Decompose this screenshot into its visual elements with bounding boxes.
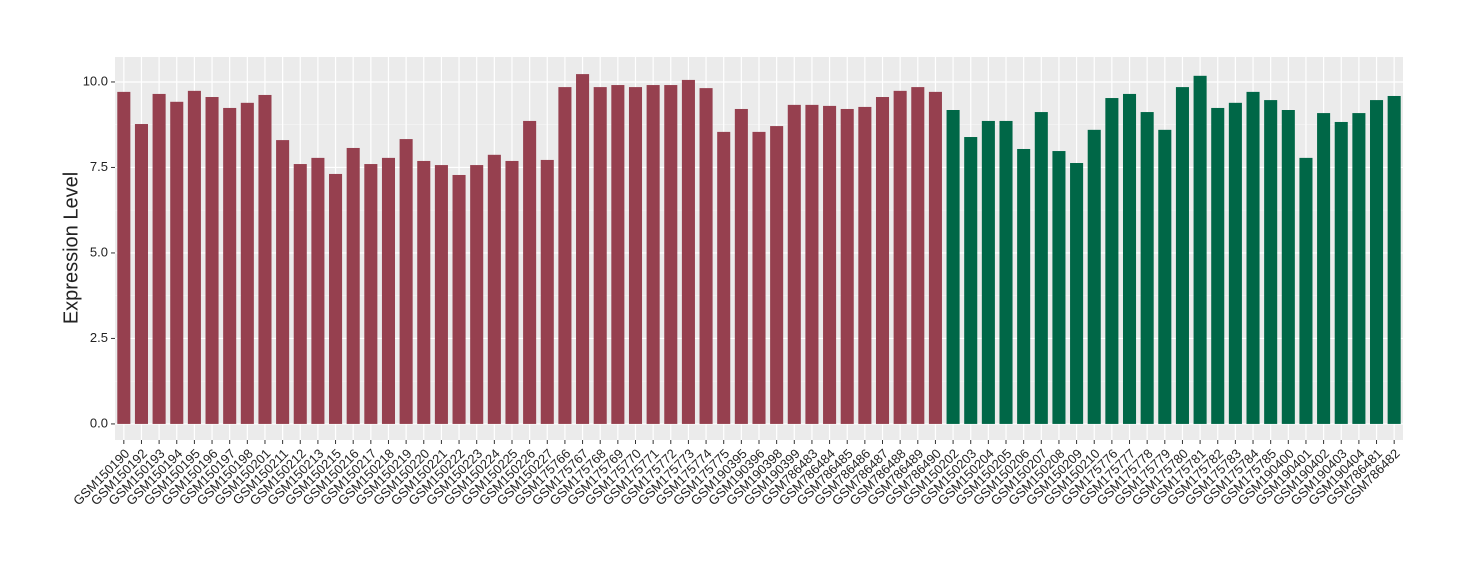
bar <box>1158 129 1172 424</box>
bar <box>329 173 343 424</box>
bar <box>646 85 660 424</box>
bar <box>805 104 819 424</box>
bar <box>1105 98 1119 424</box>
bar <box>611 85 625 424</box>
bar <box>240 102 254 424</box>
bar <box>170 101 184 424</box>
bar <box>452 174 466 424</box>
y-tick-label: 2.5 <box>90 330 108 345</box>
bar <box>1246 91 1260 424</box>
bar <box>117 91 131 424</box>
bar <box>1087 129 1101 424</box>
bar <box>1122 93 1137 424</box>
bar <box>311 157 325 424</box>
bar <box>1140 112 1154 424</box>
bar <box>1193 75 1207 424</box>
bar <box>840 108 854 424</box>
bar <box>734 108 748 424</box>
bar <box>964 137 978 424</box>
bar <box>1299 157 1313 424</box>
bar <box>505 160 519 424</box>
bar <box>1352 113 1366 424</box>
bar <box>893 90 907 424</box>
bar <box>770 126 784 424</box>
bar <box>1334 121 1348 424</box>
bar <box>1211 107 1225 424</box>
bar <box>434 165 448 424</box>
y-axis-title: Expression Level <box>60 172 82 324</box>
y-tick-label: 7.5 <box>90 159 108 174</box>
bar <box>205 97 219 424</box>
bar <box>523 120 537 424</box>
bar <box>911 87 925 424</box>
bar <box>858 106 872 424</box>
bar <box>981 120 995 424</box>
bar <box>1017 148 1031 424</box>
bar <box>152 93 166 424</box>
bar <box>346 147 360 424</box>
bar <box>717 131 731 424</box>
y-tick-label: 0.0 <box>90 415 108 430</box>
bar <box>699 88 713 424</box>
bar <box>381 157 396 424</box>
bar <box>1175 87 1189 424</box>
bar <box>576 74 590 424</box>
bar <box>470 165 484 424</box>
bar <box>1070 163 1084 424</box>
bar <box>787 104 801 424</box>
bar <box>1052 151 1066 424</box>
y-tick-label: 5.0 <box>90 244 108 259</box>
bar <box>223 107 237 424</box>
bar <box>1370 100 1384 424</box>
bar <box>258 94 272 424</box>
bar <box>1034 112 1048 424</box>
bar <box>593 87 607 424</box>
bar <box>664 85 678 424</box>
bar <box>276 140 290 424</box>
bar <box>417 160 431 424</box>
bar <box>1264 100 1278 424</box>
bar <box>875 97 890 424</box>
bar <box>999 120 1013 424</box>
bar <box>558 87 572 424</box>
bar <box>364 164 378 424</box>
bar <box>134 124 148 424</box>
bar <box>187 90 201 424</box>
bar <box>399 139 413 424</box>
bar <box>823 105 837 424</box>
bar <box>1228 102 1242 424</box>
bar <box>928 91 942 424</box>
bar <box>293 164 307 424</box>
bar <box>752 131 766 424</box>
bar <box>946 110 960 424</box>
bar <box>487 154 501 424</box>
bar <box>681 79 695 424</box>
bar <box>540 159 554 424</box>
bar <box>628 87 643 424</box>
y-tick-label: 10.0 <box>83 73 108 88</box>
bar <box>1387 95 1401 424</box>
bar <box>1281 110 1295 424</box>
bar <box>1317 113 1331 424</box>
